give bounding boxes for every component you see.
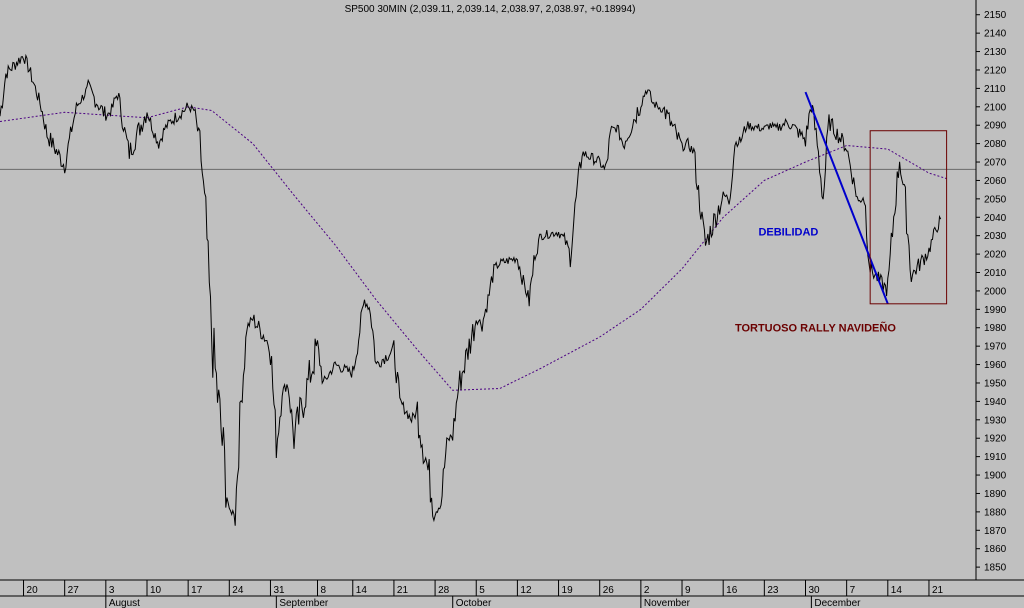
y-tick-label: 2090 [984,121,1007,132]
moving-average-line [0,106,947,391]
y-axis: 1850 1860 1870 1880 1890 1900 1910 1920 1930 1940… [975,0,1007,580]
month-label: October [456,598,492,608]
x-tick-label: 24 [232,585,244,596]
y-tick-label: 1930 [984,415,1007,426]
y-tick-label: 1940 [984,397,1007,408]
y-tick-label: 2030 [984,231,1007,242]
y-tick-label: 1850 [984,563,1007,574]
x-tick-label: 21 [397,585,409,596]
x-axis: 20 27 3 10 17 24 31 8 14 21 28 5 12 19 26 2 9 16 23 30 7 14 21… [0,579,1024,608]
y-tick-label: 1890 [984,489,1007,500]
x-tick-label: 8 [320,585,326,596]
chart-title: SP500 30MIN (2,039.11, 2,039.14, 2,038.9… [345,4,636,15]
y-tick-label: 1910 [984,452,1007,463]
month-label: August [109,598,140,608]
y-tick-label: 2110 [984,84,1006,95]
x-tick-label: 17 [191,585,203,596]
annotation-debilidad: DEBILIDAD [758,227,818,239]
x-tick-label: 14 [356,585,368,596]
highlight-box [869,130,948,305]
x-tick-label: 14 [891,585,903,596]
x-tick-label: 30 [808,585,820,596]
y-tick-label: 2040 [984,213,1007,224]
plot-area: DEBILIDAD TORTUOSO RALLY NAVIDEÑO [0,53,976,526]
x-tick-label: 16 [726,585,738,596]
downtrend-line [804,91,889,305]
y-tick-label: 2000 [984,286,1007,297]
x-tick-label: 5 [479,585,485,596]
x-tick-label: 27 [68,585,80,596]
x-tick-label: 3 [109,585,115,596]
y-tick-label: 1960 [984,360,1007,371]
x-tick-label: 20 [27,585,39,596]
y-tick-label: 2150 [984,10,1007,21]
x-tick-label: 10 [150,585,162,596]
month-label: September [279,598,329,608]
y-tick-label: 2080 [984,139,1007,150]
y-tick-label: 1880 [984,507,1007,518]
y-tick-label: 2140 [984,29,1007,40]
y-tick-label: 2010 [984,268,1007,279]
x-tick-label: 31 [273,585,285,596]
y-tick-label: 1980 [984,323,1007,334]
y-tick-label: 1990 [984,305,1007,316]
x-tick-label: 9 [685,585,691,596]
y-tick-label: 2070 [984,158,1007,169]
y-tick-label: 1860 [984,544,1007,555]
y-tick-label: 1870 [984,526,1007,537]
y-tick-label: 1970 [984,342,1007,353]
x-tick-label: 23 [767,585,779,596]
x-tick-label: 21 [932,585,944,596]
x-tick-label: 26 [603,585,615,596]
x-tick-label: 7 [850,585,856,596]
y-tick-label: 2060 [984,176,1007,187]
y-tick-label: 2130 [984,47,1007,58]
month-label: November [644,598,691,608]
annotation-rally: TORTUOSO RALLY NAVIDEÑO [735,321,896,334]
y-tick-label: 1920 [984,434,1007,445]
y-tick-label: 1900 [984,471,1007,482]
x-tick-label: 12 [520,585,532,596]
y-tick-label: 2120 [984,65,1007,76]
y-tick-label: 1950 [984,378,1007,389]
month-label: December [814,598,861,608]
y-tick-label: 2100 [984,102,1007,113]
x-tick-label: 28 [438,585,450,596]
x-tick-label: 2 [644,585,650,596]
y-tick-label: 2050 [984,194,1007,205]
y-tick-label: 2020 [984,250,1007,261]
x-tick-label: 19 [562,585,574,596]
price-series-line [0,53,942,526]
